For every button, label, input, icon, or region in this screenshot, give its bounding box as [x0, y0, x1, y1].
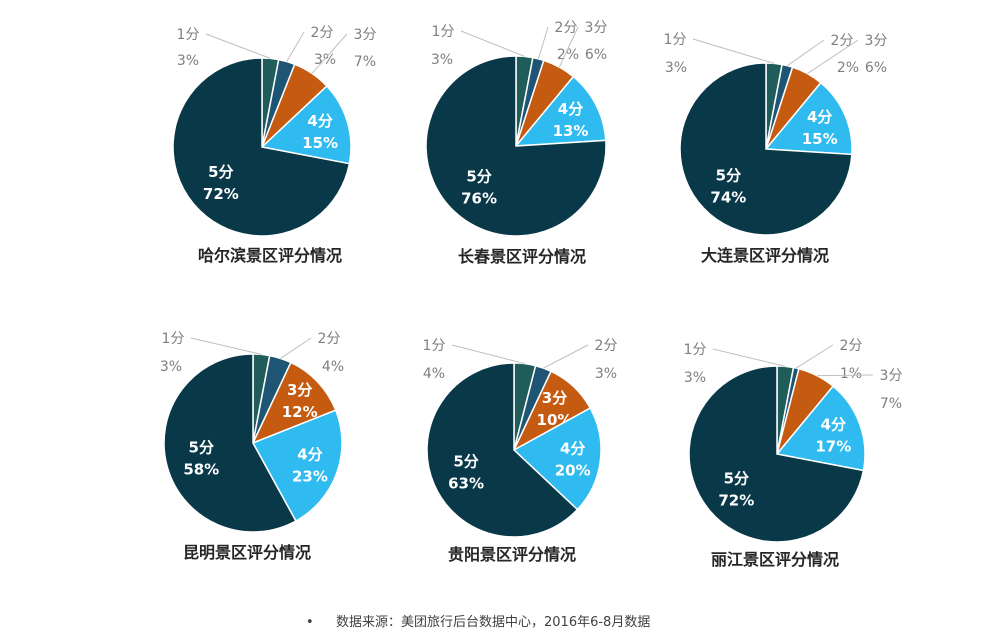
- pie5-slice-1-value: 4%: [423, 366, 445, 382]
- pie6-title: 丽江景区评分情况: [711, 550, 839, 569]
- pie1-slice-2-value: 3%: [314, 52, 336, 68]
- pie1-slice-5-label: 5分: [208, 163, 233, 181]
- pie6-slice-2-label: 2分: [840, 338, 863, 354]
- pie4-slice-4-label: 4分: [297, 446, 322, 464]
- pie5-slice-2-value: 3%: [595, 366, 617, 382]
- pie2-slice-3-value: 6%: [585, 47, 607, 63]
- pie4-slice-4: [251, 409, 343, 523]
- pie1-slice-4-value: 15%: [302, 134, 338, 152]
- pie4-slice-1-value: 3%: [160, 359, 182, 375]
- pie4-slice-3-value: 12%: [282, 403, 318, 421]
- pie5-slice-3-label: 3分: [542, 389, 567, 407]
- pie6-slice-3-label: 3分: [880, 368, 903, 384]
- pie4-slice-5: [163, 353, 297, 533]
- pie5-slice-5-value: 63%: [448, 475, 484, 493]
- pie5-slice-2-label: 2分: [595, 338, 618, 354]
- pie6-slice-5-label: 5分: [724, 470, 749, 488]
- pie2-slice-5-value: 76%: [461, 189, 497, 207]
- pie4-slice-5-value: 58%: [183, 460, 219, 478]
- pie2-slice-5-label: 5分: [466, 167, 491, 185]
- pie3-slice-1-value: 3%: [665, 60, 687, 76]
- pie1-slice-3-label: 3分: [354, 27, 377, 43]
- pie5-title: 贵阳景区评分情况: [448, 545, 576, 564]
- pie2-slice-2-label: 2分: [555, 20, 578, 36]
- pie1-slice-3-leader: [311, 33, 348, 74]
- pie3-slice-3-value: 6%: [865, 60, 887, 76]
- pie4-slice-1-label: 1分: [162, 331, 185, 347]
- pie3-slice-4-label: 4分: [807, 108, 832, 126]
- pie3-slice-2-label: 2分: [831, 33, 854, 49]
- pie4-slice-4-value: 23%: [292, 468, 328, 486]
- pie1-slice-1-label: 1分: [177, 27, 200, 43]
- pie3-slice-2-leader: [787, 39, 825, 67]
- pie3-slice-4-value: 15%: [802, 130, 838, 148]
- pie5-slice-5: [426, 362, 579, 538]
- pie2-slice-1-value: 3%: [431, 52, 453, 68]
- pie1-slice-1-leader: [205, 33, 271, 59]
- pie4-slice-5-label: 5分: [189, 438, 214, 456]
- pie5-slice-4-value: 20%: [555, 461, 591, 479]
- pie6-slice-1-value: 3%: [684, 370, 706, 386]
- pie2-slice-4-label: 4分: [558, 100, 583, 118]
- pie2-slice-1-label: 1分: [432, 24, 455, 40]
- pie6-slice-4-value: 17%: [815, 438, 851, 456]
- pie1-slice-3-value: 7%: [354, 54, 376, 70]
- pie1-title: 哈尔滨景区评分情况: [198, 246, 342, 265]
- pie4-slice-3: [251, 361, 337, 445]
- pie3-slice-5: [679, 62, 853, 236]
- pie3-slice-5-label: 5分: [716, 166, 741, 184]
- pie2-slice-5: [425, 55, 607, 237]
- pie4-slice-3-label: 3分: [287, 381, 312, 399]
- pie1-slice-1-value: 3%: [177, 53, 199, 69]
- pie5-slice-5-label: 5分: [453, 453, 478, 471]
- pie3-title: 大连景区评分情况: [701, 246, 829, 265]
- pie6-slice-5-value: 72%: [718, 492, 754, 510]
- pie2-slice-1-leader: [460, 30, 525, 57]
- pie2-slice-3-label: 3分: [585, 20, 608, 36]
- pie2-slice-4-value: 13%: [553, 122, 589, 140]
- pie6-slice-3-leader: [816, 374, 874, 377]
- pie6-slice-3-value: 7%: [880, 396, 902, 412]
- pie4-title: 昆明景区评分情况: [183, 543, 311, 562]
- pie1-slice-4: [260, 85, 352, 165]
- pie4-slice-2-label: 2分: [318, 331, 341, 347]
- pie5-slice-1-leader: [451, 344, 526, 365]
- pie5-slice-4-label: 4分: [560, 439, 585, 457]
- pie6-slice-5: [688, 365, 865, 543]
- pie6-slice-2-leader: [795, 344, 834, 369]
- pie2-slice-3-leader: [558, 26, 579, 68]
- pie6-slice-4: [775, 385, 866, 472]
- pie1-slice-5: [172, 57, 351, 237]
- pie5-slice-1-label: 1分: [423, 338, 446, 354]
- pie6-slice-2-value: 1%: [840, 366, 862, 382]
- pie4-slice-2-leader: [280, 337, 312, 359]
- pie-charts: 1分 3% 2分 3% 3分 7% 4分 15% 5分 72% 哈尔滨景区评分情况 1分 3% 2分 2% 3…: [160, 20, 903, 569]
- source-text: 数据来源：美团旅行后台数据中心，2016年6-8月数据: [336, 615, 651, 630]
- pie2-slice-4: [514, 75, 607, 147]
- pie3-slice-3-leader: [807, 39, 859, 75]
- pie3-slice-5-value: 74%: [710, 188, 746, 206]
- pie3-slice-4: [764, 81, 853, 156]
- pie1-slice-4-label: 4分: [307, 112, 332, 130]
- pie3-slice-3-label: 3分: [865, 33, 888, 49]
- pie4-slice-1-leader: [190, 337, 262, 355]
- pie3-slice-2-value: 2%: [837, 60, 859, 76]
- pie1-slice-2-leader: [286, 31, 305, 62]
- pie5-slice-4: [512, 407, 602, 511]
- pie4-slice-2-value: 4%: [322, 359, 344, 375]
- source-note: • 数据来源：美团旅行后台数据中心，2016年6-8月数据: [306, 611, 650, 630]
- pie3-slice-1-leader: [692, 38, 775, 64]
- pie5-slice-2-leader: [543, 344, 589, 369]
- pie6-slice-4-label: 4分: [821, 416, 846, 434]
- pie1-slice-5-value: 72%: [203, 185, 239, 203]
- pie2-slice-2-value: 2%: [557, 47, 579, 63]
- bullet-icon: •: [306, 615, 314, 630]
- pie2-title: 长春景区评分情况: [458, 247, 586, 266]
- pie2-slice-2-leader: [537, 26, 549, 59]
- pie3-slice-1-label: 1分: [664, 32, 687, 48]
- pie1-slice-2-label: 2分: [311, 25, 334, 41]
- pie6-slice-1-label: 1分: [684, 342, 707, 358]
- pie6-slice-1-leader: [712, 348, 786, 367]
